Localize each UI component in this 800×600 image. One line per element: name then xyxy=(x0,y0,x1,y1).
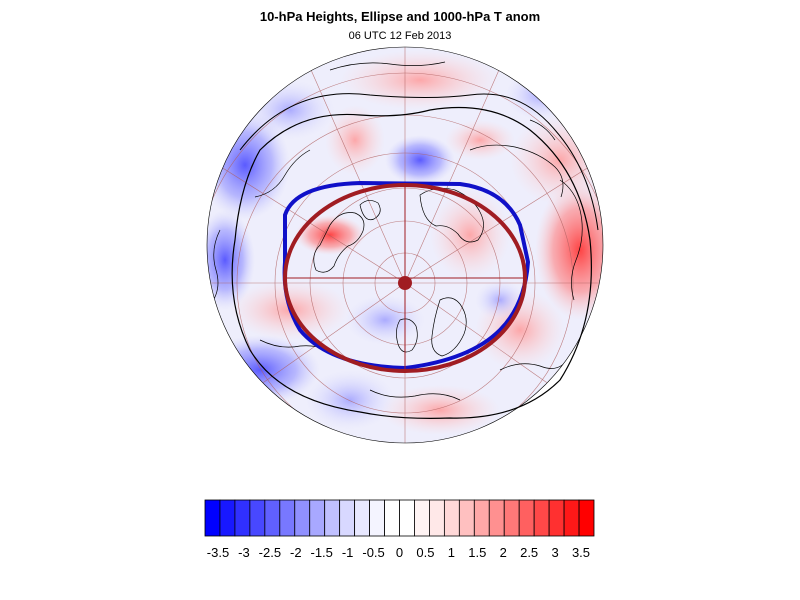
colorbar-box xyxy=(369,499,385,537)
colorbar-box xyxy=(234,499,251,537)
colorbar-tick-label: -1.5 xyxy=(311,545,333,560)
colorbar-box xyxy=(309,499,326,537)
colorbar-boxes xyxy=(204,499,595,537)
colorbar-box xyxy=(339,499,356,537)
globe-outline xyxy=(206,46,604,444)
colorbar-tick-label: 1 xyxy=(448,545,455,560)
colorbar-box xyxy=(219,499,236,537)
colorbar-tick-label: 0 xyxy=(396,545,403,560)
colorbar-box xyxy=(548,499,565,537)
colorbar-tick-label: -2 xyxy=(290,545,302,560)
colorbar-tick-label: 2 xyxy=(500,545,507,560)
colorbar-box xyxy=(473,499,490,537)
colorbar-box xyxy=(533,499,550,537)
colorbar-box xyxy=(518,499,535,537)
colorbar-labels: -3.5 -3 -2.5 -2 -1.5 -1 -0.5 0 0.5 1 1.5 2 2.5 3 3.5 xyxy=(207,545,590,560)
height-contours xyxy=(231,93,599,419)
colorbar-box xyxy=(488,499,505,537)
colorbar-box xyxy=(264,499,281,537)
colorbar-box xyxy=(324,499,341,537)
colorbar-tick-label: -3.5 xyxy=(207,545,229,560)
colorbar-box xyxy=(414,499,430,537)
colorbar-tick-label: 0.5 xyxy=(416,545,434,560)
colorbar-tick-label: 2.5 xyxy=(520,545,538,560)
map-title: 10-hPa Heights, Ellipse and 1000-hPa T a… xyxy=(259,9,541,24)
vortex-center-marker xyxy=(398,276,412,290)
colorbar-box xyxy=(354,499,370,537)
colorbar-tick-label: 1.5 xyxy=(468,545,486,560)
colorbar-box xyxy=(279,499,296,537)
colorbar-box xyxy=(503,499,520,537)
colorbar-tick-label: -1 xyxy=(342,545,354,560)
colorbar-box xyxy=(578,499,595,537)
colorbar-box xyxy=(399,499,415,537)
colorbar-tick-label: 3 xyxy=(551,545,558,560)
colorbar-box xyxy=(294,499,311,537)
colorbar-tick-label: -2.5 xyxy=(259,545,281,560)
colorbar-box xyxy=(429,499,445,537)
height-contour-outer xyxy=(231,106,592,419)
coastlines xyxy=(209,61,583,401)
colorbar-tick-label: -0.5 xyxy=(362,545,384,560)
height-contour-outermost xyxy=(239,93,599,231)
colorbar-box xyxy=(384,499,400,537)
height-contour-inner xyxy=(282,180,531,371)
colorbar-tick-label: -3 xyxy=(238,545,250,560)
map-subtitle: 06 UTC 12 Feb 2013 xyxy=(348,30,452,42)
colorbar-box xyxy=(204,499,221,537)
colorbar-box xyxy=(458,499,475,537)
colorbar-box xyxy=(443,499,460,537)
colorbar-box xyxy=(563,499,580,537)
colorbar-box xyxy=(249,499,266,537)
colorbar-tick-label: 3.5 xyxy=(572,545,590,560)
